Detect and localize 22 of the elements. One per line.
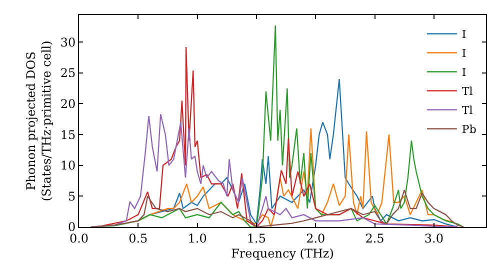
y-tick-label: 15 [60,128,76,142]
line-series [132,128,454,227]
line-series [90,189,464,227]
x-tick-label: 1.0 [188,231,207,246]
y-tick-label: 30 [60,35,76,50]
x-tick-label: 0.5 [128,231,148,246]
legend-label: I [462,66,466,80]
y-axis-title: Phonon projected DOS (States/THz·primitive cell) [24,40,54,202]
x-axis-title: Frequency (THz) [231,246,334,260]
legend-label: I [462,47,466,60]
y-tick-label: 20 [60,96,76,111]
y-tick-label: 5 [68,189,76,204]
legend-label: I [462,28,466,42]
x-tick-label: 3.0 [424,231,444,246]
x-tick-label: 2.5 [365,231,384,246]
x-tick-label: 2.0 [306,231,326,246]
legend-label: Tl [462,85,474,98]
legend-label: Tl [462,104,474,118]
y-tick-label: 25 [60,66,76,80]
y-tick-label: 10 [60,158,76,173]
x-tick-label: 1.5 [246,231,266,246]
legend-label: Pb [462,123,476,136]
